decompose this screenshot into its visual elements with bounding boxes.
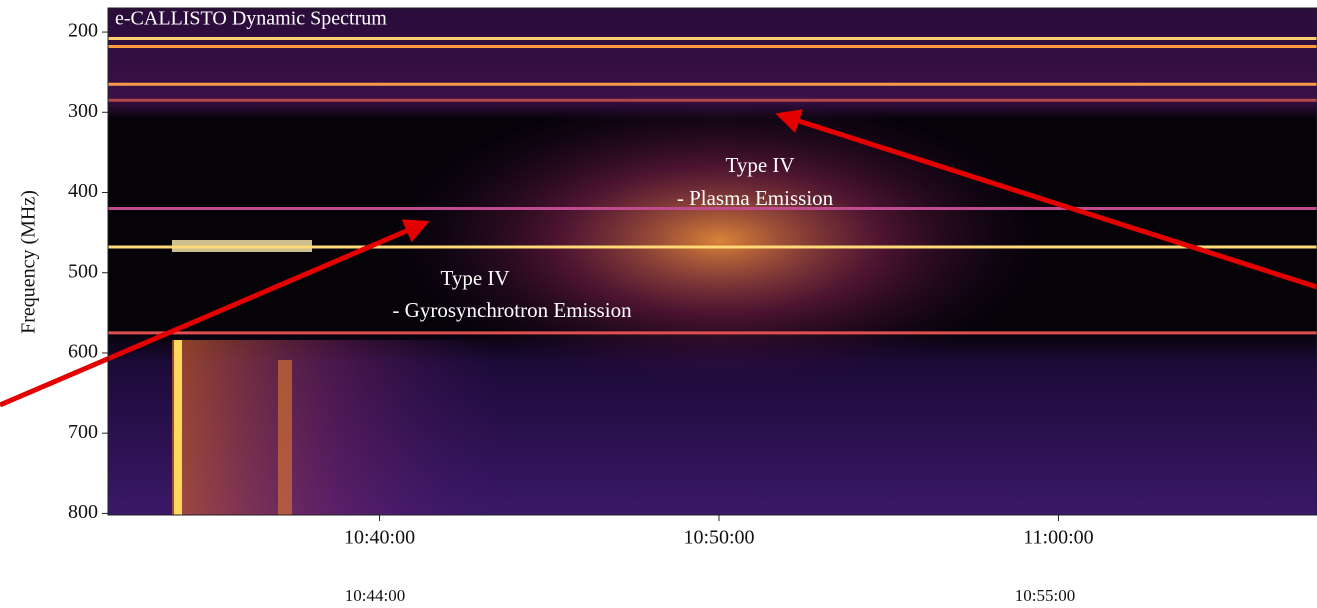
footer-label: 10:44:00: [345, 586, 405, 605]
arrow: [775, 109, 1317, 290]
plot-frame: [107, 7, 1317, 516]
y-tick-label: 400: [68, 180, 98, 202]
annotation: Type IV: [725, 153, 794, 177]
y-tick-label: 300: [68, 100, 98, 122]
y-tick-label: 800: [68, 501, 98, 523]
spectrum-image: [108, 8, 1317, 515]
x-tick-label: 10:40:00: [344, 527, 415, 549]
annotation: - Gyrosynchrotron Emission: [392, 298, 632, 322]
x-tick-label: 11:00:00: [1023, 527, 1093, 549]
y-axis-label: Frequency (MHz): [18, 190, 40, 334]
footer-label: 10:55:00: [1015, 586, 1075, 605]
y-tick-label: 200: [68, 20, 98, 42]
annotation: Type IV: [440, 266, 509, 290]
y-tick-label: 700: [68, 421, 98, 443]
annotation: - Plasma Emission: [677, 186, 834, 210]
y-tick-label: 600: [68, 341, 98, 363]
arrow: [0, 219, 430, 408]
chart-title: e-CALLISTO Dynamic Spectrum: [115, 8, 387, 30]
x-tick-label: 10:50:00: [683, 527, 754, 549]
y-tick-label: 500: [68, 260, 98, 282]
